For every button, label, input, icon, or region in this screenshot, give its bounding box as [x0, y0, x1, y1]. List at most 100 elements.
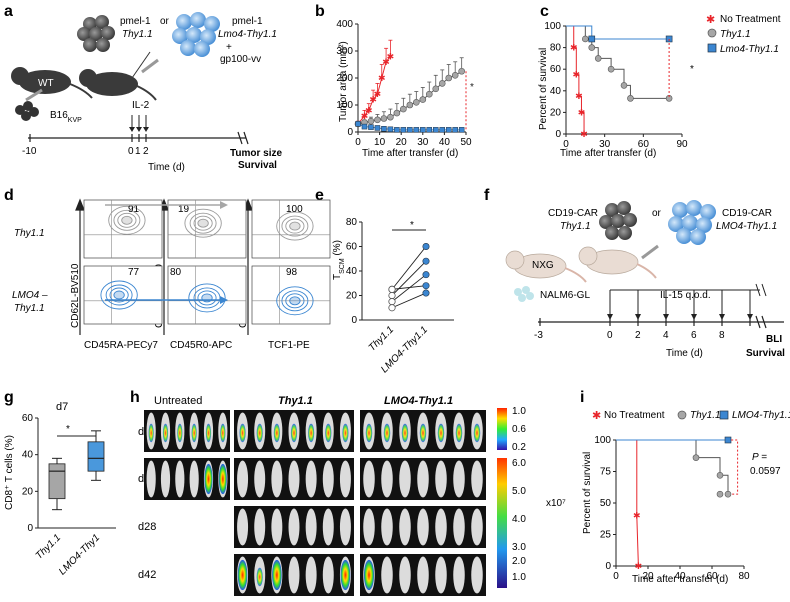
i-legend-label: No Treatment	[604, 410, 665, 421]
panel-d: Thy1.1 LMO4 – Thy1.1 CD62L-BV510 CCR7- R…	[12, 198, 331, 351]
d-flow-plot-frame	[83, 199, 163, 259]
e-point-thy	[388, 304, 396, 312]
i-point	[724, 490, 732, 498]
i-ytick-label: 0	[605, 561, 611, 572]
d-contour	[285, 293, 305, 309]
c-ytick-label: 40	[550, 86, 562, 97]
syringe-icon	[641, 244, 659, 260]
e-ylabel-main: T	[332, 274, 343, 280]
c-ytick-label: 60	[550, 64, 562, 75]
bli-mouse	[381, 556, 393, 594]
bli-mouse	[339, 460, 351, 498]
c-plot-area: 0 30 60 90 0 20 40 60 80 100 ✱ ✱ ✱ ✱ ✱	[544, 21, 688, 150]
c-ytick-label: 20	[550, 107, 562, 118]
d-contour	[100, 280, 138, 310]
b-series-line	[357, 56, 391, 125]
bli-mouse	[381, 460, 393, 498]
c-point	[627, 95, 634, 102]
d-contour	[189, 212, 217, 234]
a-timeline	[28, 131, 249, 145]
e-pair-line	[391, 246, 427, 290]
c-ytick-label: 0	[555, 129, 561, 140]
a-cell2-label: pmel-1	[232, 16, 263, 27]
h-scale2-unit: x10⁷	[546, 498, 566, 509]
b-point	[400, 105, 407, 113]
b-point	[367, 117, 375, 125]
bli-mouse	[471, 556, 483, 594]
a-or: or	[160, 16, 170, 27]
a-plus: +	[226, 42, 232, 53]
b-point	[426, 127, 433, 133]
a-cell1-label: pmel-1	[120, 16, 151, 27]
d-contour	[117, 212, 137, 228]
bli-mouse	[305, 556, 317, 594]
b-point	[438, 80, 446, 87]
grey-cell-cluster-icon	[599, 201, 637, 240]
b-point: ✱	[365, 105, 373, 115]
bli-signal	[191, 423, 197, 443]
c-point: ✱	[580, 129, 588, 139]
circle-marker-icon	[677, 410, 687, 420]
panel-letter-f: f	[484, 187, 490, 204]
d-contour	[197, 218, 209, 228]
f-tick: 6	[691, 330, 697, 341]
h-day: d28	[138, 521, 156, 533]
e-ytick-label: 60	[346, 242, 358, 253]
bli-mouse	[288, 508, 300, 546]
c-point: ✱	[575, 91, 583, 101]
d-xlabel-2: CD45R0-APC	[170, 340, 232, 351]
a-tick: 2	[143, 146, 149, 157]
b-xlabel: Time after transfer (d)	[362, 148, 458, 159]
b-point: ✱	[369, 95, 377, 105]
panel-c: Percent of survival Time after transfer …	[538, 14, 781, 159]
b-point	[394, 127, 400, 133]
b-xtick-label: 50	[460, 137, 472, 148]
i-xtick-label: 0	[613, 571, 619, 582]
panel-a: pmel-1 Thy1.1 or pmel-1 Lmo4-Thy1.1 + gp…	[11, 12, 282, 173]
e-point-lmo4	[422, 282, 430, 290]
circle-marker-icon	[707, 28, 717, 38]
a-tumor-sub: KVP	[68, 117, 82, 124]
e-point-lmo4	[422, 243, 430, 251]
h-scale1-label: 0.6	[512, 424, 526, 435]
b-point	[387, 113, 394, 121]
panel-letter-a: a	[4, 3, 13, 20]
b-point: ✱	[382, 57, 390, 67]
b-ytick-label: 0	[347, 127, 353, 138]
bli-signal	[437, 423, 445, 443]
bli-signal	[162, 423, 169, 443]
e-pair-line	[391, 285, 427, 290]
d-ylabel-1: CD62L-BV510	[70, 263, 81, 328]
i-plot-area: 0 20 40 60 80 0 25 50 75 100 ✱ ✱	[594, 435, 750, 582]
b-ytick-label: 300	[336, 46, 353, 57]
bli-mouse	[288, 556, 300, 594]
h-scale2-label: 4.0	[512, 514, 526, 525]
h-day: d42	[138, 569, 156, 581]
b-xtick-label: 20	[396, 137, 408, 148]
mouse-icon	[79, 69, 157, 101]
b-point	[425, 90, 433, 98]
b-point	[445, 74, 453, 82]
mouse-icon: NXG	[505, 250, 587, 283]
f-car1-sub: Thy1.1	[560, 221, 591, 232]
bli-mouse	[417, 556, 429, 594]
c-point: ✱	[570, 43, 578, 53]
c-xtick-label: 0	[563, 139, 569, 150]
d-row1-label: Thy1.1	[14, 228, 45, 239]
i-point	[692, 454, 700, 461]
b-point	[393, 109, 401, 117]
bli-mouse	[435, 556, 447, 594]
b-xtick-label: 0	[355, 137, 361, 148]
g-group-label: Thy1.1	[34, 532, 63, 561]
b-point	[419, 96, 427, 103]
e-point-thy	[388, 291, 396, 300]
h-header: LMO4-Thy1.1	[384, 395, 453, 407]
d-contour	[276, 211, 314, 241]
e-group-label: Thy1.1	[367, 324, 396, 353]
tumor-icon	[15, 101, 39, 121]
g-ytick-label: 60	[22, 413, 34, 424]
e-point-lmo4	[422, 289, 430, 297]
i-xtick-label: 40	[674, 571, 686, 582]
e-star: *	[410, 220, 414, 231]
